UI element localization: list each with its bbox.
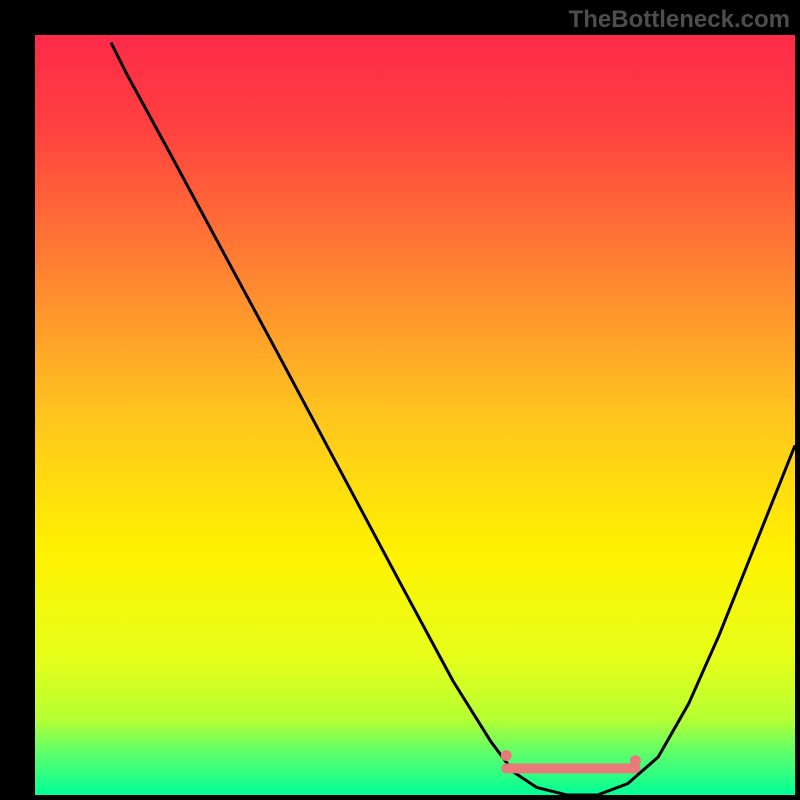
optimal-dot [501, 750, 512, 761]
chart-container: TheBottleneck.com [0, 0, 800, 800]
bottleneck-curve-layer [35, 35, 795, 795]
optimal-dot [630, 755, 641, 766]
watermark-text: TheBottleneck.com [569, 6, 790, 34]
bottleneck-curve [111, 43, 795, 795]
